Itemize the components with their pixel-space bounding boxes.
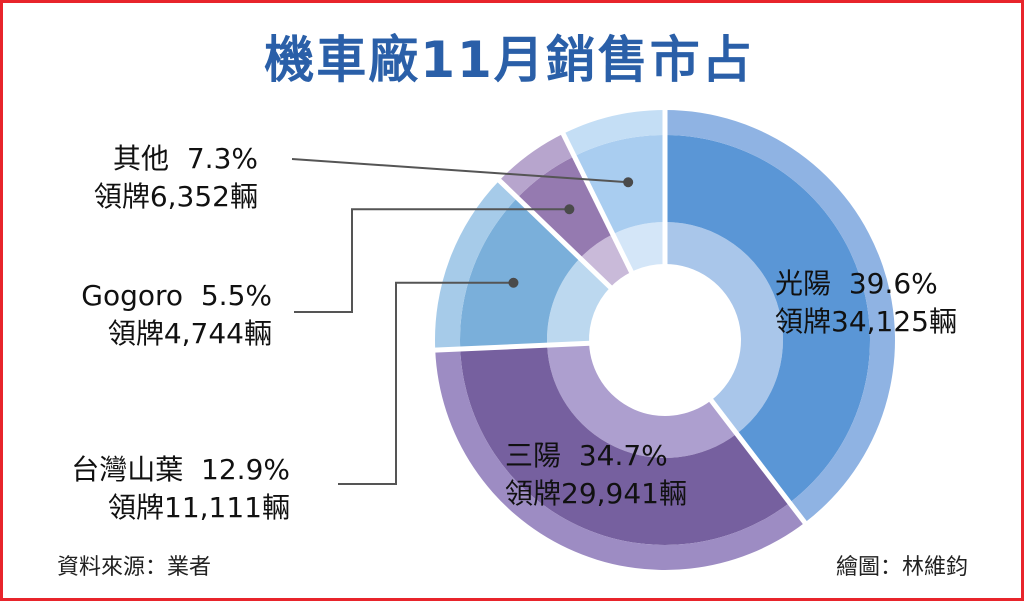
leader-dot-other [623,177,634,188]
label-sym: 三陽 34.7% 領牌29,941輛 [505,437,687,513]
label-other-plates: 領牌6,352輛 [93,180,258,213]
slice-yamaha [459,197,581,350]
slice-inner-kymco [665,222,783,434]
label-kymco-plates: 領牌34,125輛 [775,305,957,338]
slice-inner-sym [547,343,737,458]
label-gogoro-plates: 領牌4,744輛 [107,317,272,350]
donut-slices [434,110,895,570]
label-sym-name: 三陽 34.7% [505,439,668,472]
slice-outer-kymco [665,110,895,523]
leader-line-gogoro [294,208,570,313]
separator-sym [708,398,808,525]
label-yamaha-name: 台灣山葉 12.9% [71,453,290,486]
label-gogoro: Gogoro 5.5% 領牌4,744輛 [0,277,272,353]
chart-title: 機車廠11月銷售市占 [264,31,754,89]
label-other: 其他 7.3% 領牌6,352輛 [0,140,258,216]
separator-gogoro [496,177,613,290]
label-yamaha: 台灣山葉 12.9% 領牌11,111輛 [0,451,290,527]
slice-other [574,135,665,235]
label-yamaha-plates: 領牌11,111輛 [108,491,290,524]
slice-outer-gogoro [499,133,575,198]
leader-dot-yamaha [508,277,519,288]
slice-outer-other [563,110,665,157]
label-other-name: 其他 7.3% [113,142,258,175]
label-sym-plates: 領牌29,941輛 [505,477,687,510]
label-kymco: 光陽 39.6% 領牌34,125輛 [775,265,957,341]
leader-lines [291,109,808,525]
slice-outer-sym [435,349,805,570]
slice-kymco [665,135,871,503]
leader-line-other [291,158,629,184]
slice-inner-yamaha [547,258,611,346]
label-gogoro-name: Gogoro 5.5% [81,279,272,312]
separator-other [560,131,635,274]
slice-sym [460,345,790,545]
leader-line-yamaha [338,281,514,485]
label-kymco-name: 光陽 39.6% [775,267,938,300]
slice-outer-yamaha [434,180,518,351]
credit-note: 繪圖：林維鈞 [836,555,969,580]
separator-yamaha [434,340,591,353]
source-note: 資料來源：業者 [57,555,212,580]
leader-dot-gogoro [564,204,575,215]
